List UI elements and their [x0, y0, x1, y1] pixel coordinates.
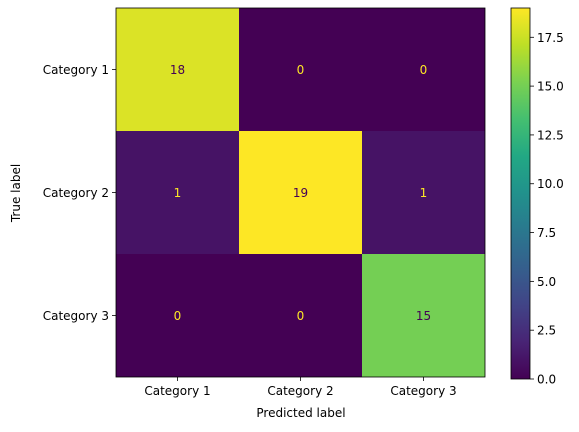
y-tick-label: Category 1	[43, 63, 109, 77]
colorbar-tick-label: 5.0	[537, 275, 556, 289]
colorbar-tick-label: 15.0	[537, 80, 564, 94]
heatmap-cell	[362, 254, 485, 377]
heatmap-axes: Category 1 Category 2 Category 3 Category 1…	[43, 7, 486, 398]
heatmap-cell	[362, 8, 485, 131]
heatmap-cells: 18 0 0 1 19 1 0 0 15	[116, 8, 485, 377]
colorbar-tick-label: 10.0	[537, 177, 564, 191]
cell-value-label: 0	[297, 309, 305, 323]
cell-value-label: 1	[174, 186, 182, 200]
colorbar-gradient	[510, 7, 531, 380]
heatmap-cell	[362, 131, 485, 254]
y-tick-label: Category 3	[43, 309, 109, 323]
x-axis-label: Predicted label	[256, 406, 345, 420]
x-tick-label: Category 2	[267, 384, 333, 398]
colorbar-tick-label: 17.5	[537, 31, 564, 45]
cell-value-label: 19	[293, 186, 308, 200]
heatmap-cell	[239, 131, 362, 254]
colorbar-tick-label: 7.5	[537, 226, 556, 240]
y-axis-label: True label	[9, 164, 23, 223]
y-tick-label: Category 2	[43, 186, 109, 200]
colorbar-tick-label: 12.5	[537, 128, 564, 142]
x-tick-label: Category 3	[390, 384, 456, 398]
heatmap-cell	[116, 8, 239, 131]
colorbar-tick-label: 0.0	[537, 373, 556, 387]
cell-value-label: 1	[420, 186, 428, 200]
cell-value-label: 0	[420, 63, 428, 77]
cell-value-label: 0	[297, 63, 305, 77]
cell-value-label: 18	[170, 63, 185, 77]
colorbar: 0.0 2.5 5.0 7.5 10.0 12.5 15.0 17.5	[510, 7, 564, 387]
colorbar-tick-label: 2.5	[537, 324, 556, 338]
heatmap-cell	[116, 254, 239, 377]
heatmap-cell	[239, 8, 362, 131]
heatmap-cell	[116, 131, 239, 254]
x-tick-label: Category 1	[144, 384, 210, 398]
cell-value-label: 0	[174, 309, 182, 323]
cell-value-label: 15	[416, 309, 431, 323]
heatmap-cell	[239, 254, 362, 377]
